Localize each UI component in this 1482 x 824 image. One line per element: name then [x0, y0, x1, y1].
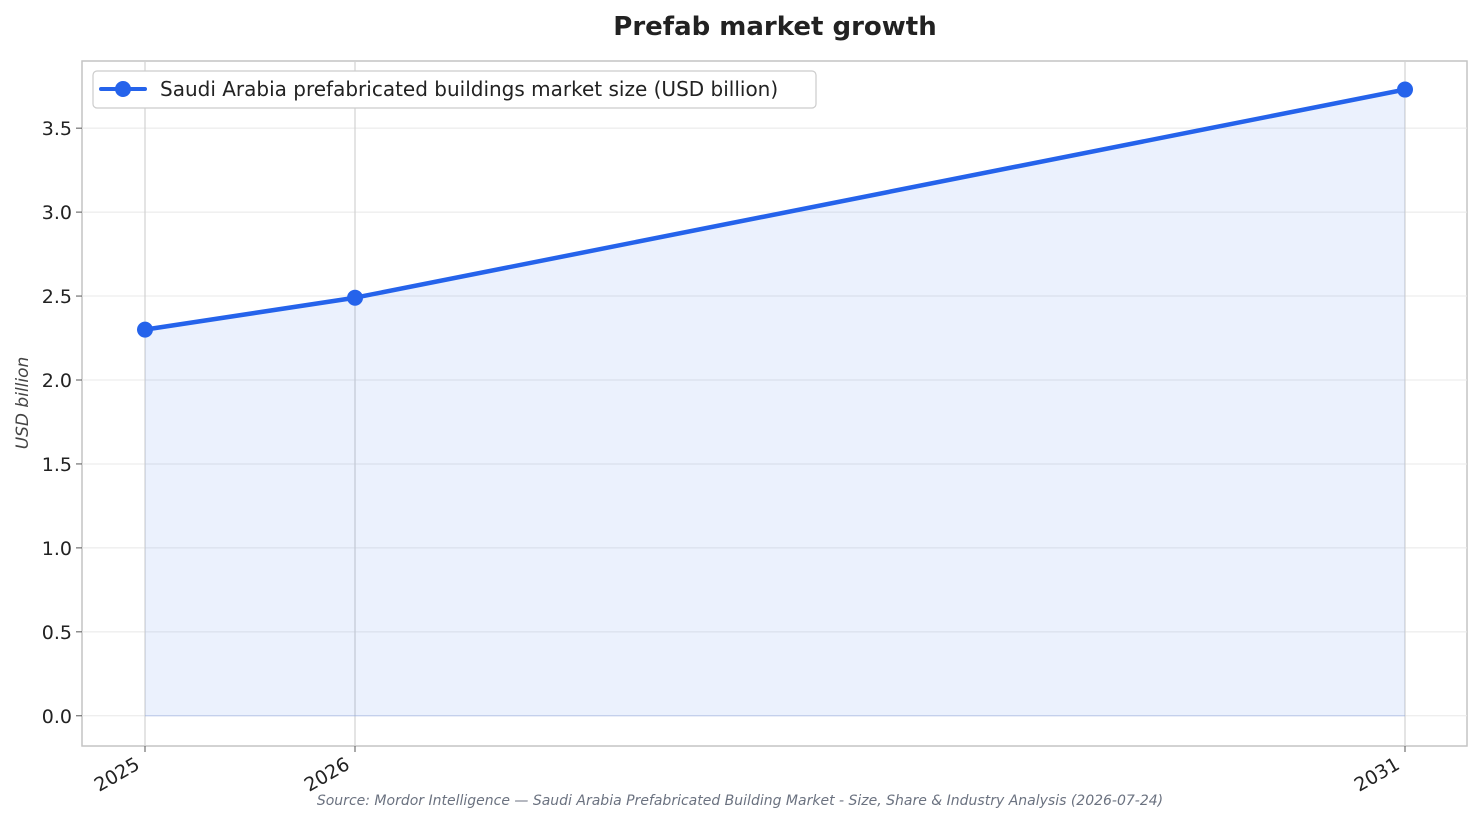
data-point	[347, 289, 363, 306]
chart-title: Prefab market growth	[613, 12, 936, 42]
x-tick-label: 2026	[301, 753, 354, 796]
y-tick-label: 0.0	[42, 706, 72, 728]
y-tick-label: 1.5	[42, 454, 72, 476]
y-tick-label: 3.5	[42, 118, 72, 140]
data-points	[137, 81, 1413, 338]
y-tick-label: 2.0	[42, 370, 72, 392]
data-point	[137, 321, 153, 338]
legend: Saudi Arabia prefabricated buildings mar…	[92, 70, 817, 109]
y-tick-label: 3.0	[42, 202, 72, 224]
source-note: Source: Mordor Intelligence — Saudi Arab…	[317, 793, 1163, 809]
x-tick-label: 2031	[1351, 753, 1404, 796]
x-axis-ticks: 2025 2026 2031	[91, 746, 1406, 797]
x-tick-label: 2025	[91, 753, 144, 796]
grid	[82, 61, 1467, 746]
area-fill	[145, 89, 1405, 717]
y-axis-ticks: 0.0 0.5 1.0 1.5 2.0 2.5 3.0 3.5	[42, 118, 82, 728]
y-tick-label: 0.5	[42, 622, 72, 644]
y-tick-label: 2.5	[42, 286, 72, 308]
legend-box	[92, 70, 817, 109]
y-tick-label: 1.0	[42, 538, 72, 560]
legend-marker	[115, 81, 131, 97]
y-axis-label: USD billion	[13, 357, 33, 450]
data-point	[1397, 81, 1413, 98]
series-area	[145, 89, 1405, 716]
legend-label: Saudi Arabia prefabricated buildings mar…	[160, 77, 778, 101]
